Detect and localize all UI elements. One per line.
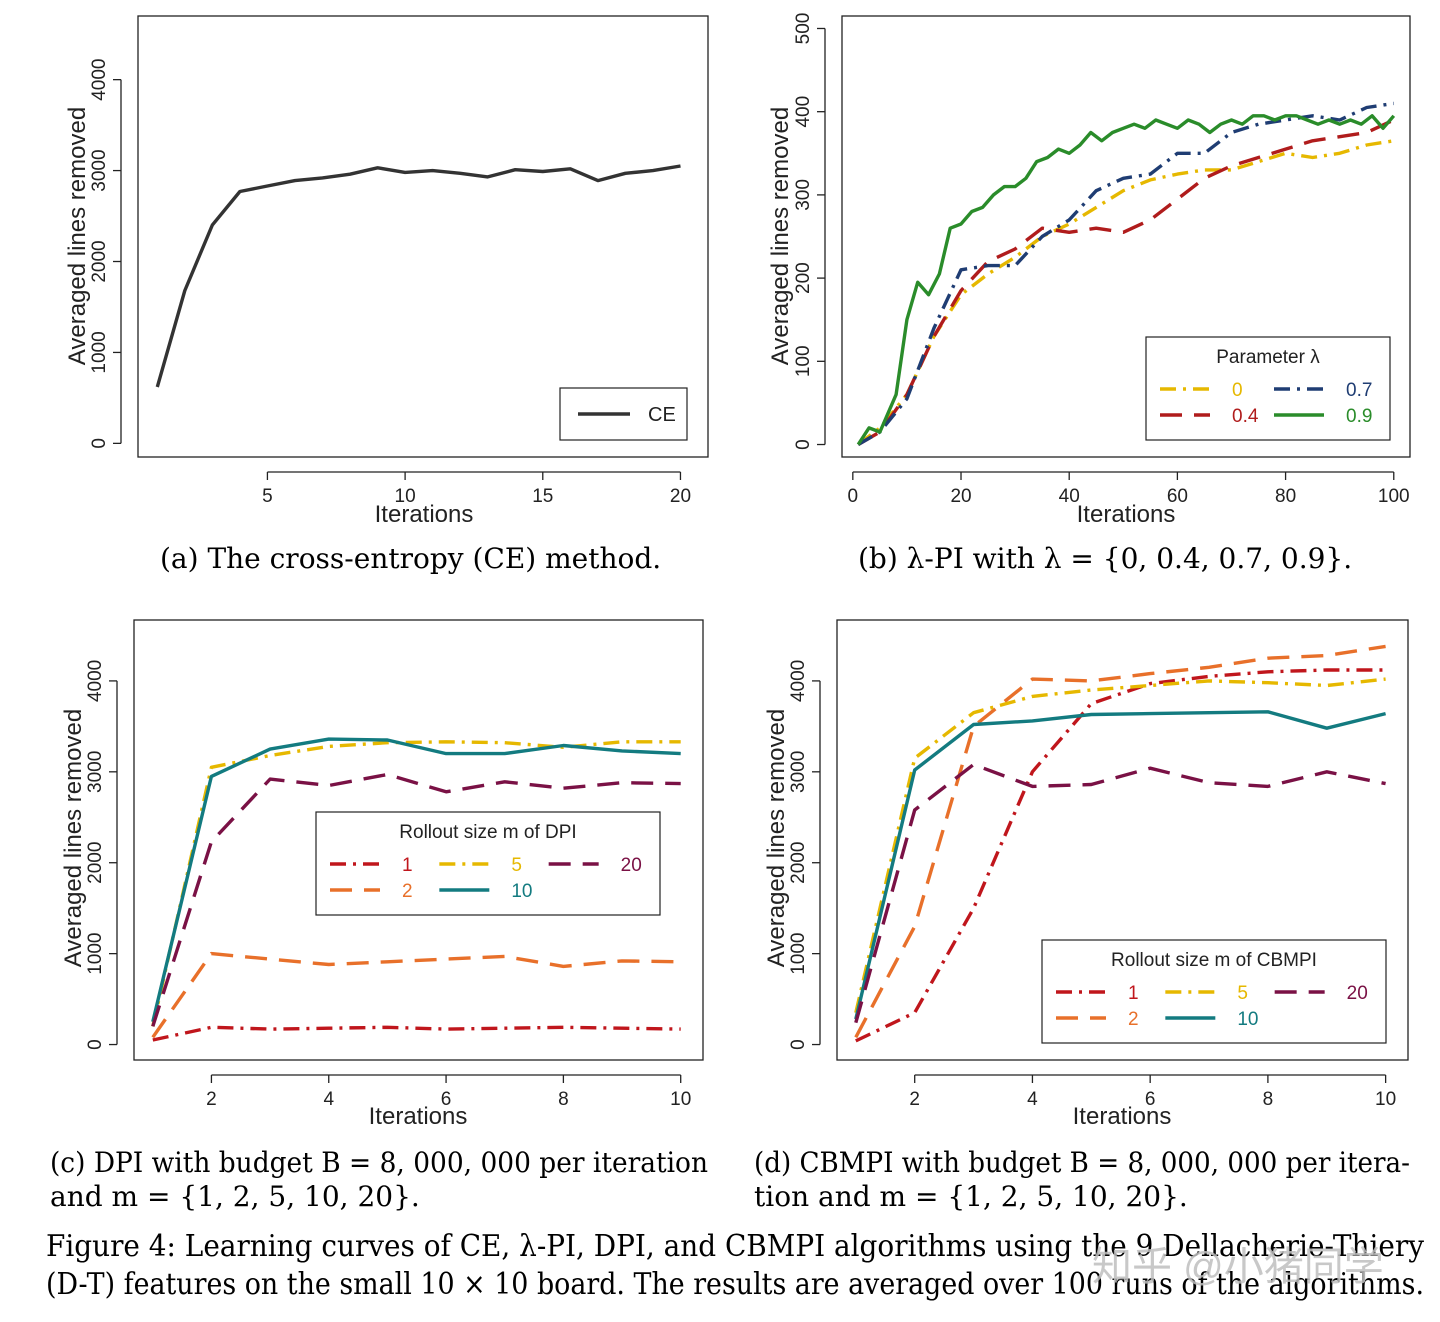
plot-frame xyxy=(137,15,709,458)
y-tick-label: 300 xyxy=(793,179,814,211)
y-tick-label: 4000 xyxy=(85,660,106,702)
x-axis-label: Iterations xyxy=(375,501,474,528)
panel-a-cross-entropy: 5 10 15 20 Iterations 0 1000 2000 3000 4000 Averag… xyxy=(64,15,709,528)
y-tick-label: 1000 xyxy=(85,932,106,974)
legend-label: 5 xyxy=(1237,983,1248,1004)
x-tick-label: 10 xyxy=(395,486,416,507)
x-tick-label: 8 xyxy=(558,1089,569,1110)
x-tick-label: 20 xyxy=(950,486,971,507)
legend-label: 1 xyxy=(1128,983,1139,1004)
x-tick-label: 15 xyxy=(532,486,553,507)
x-tick-label: 80 xyxy=(1275,486,1296,507)
legend-box xyxy=(1145,336,1391,441)
x-tick-label: 8 xyxy=(1263,1089,1274,1110)
series-line-10 xyxy=(151,737,681,1023)
series-line-1 xyxy=(152,1025,681,1042)
panel-b-lambda-pi: 0 20 40 60 80 100 Iterations 0 100 200 300 400 500 Av… xyxy=(767,13,1411,528)
panel-d-cbmpi: 2 4 6 8 10 Iterations 0 1000 2000 3000 4000 Average… xyxy=(763,619,1409,1130)
y-tick-label: 2000 xyxy=(85,842,106,884)
caption-d-line2: tion and m = {1, 2, 5, 10, 20}. xyxy=(754,1180,1188,1213)
y-tick-label: 4000 xyxy=(89,59,110,101)
y-axis-label: Averaged lines removed xyxy=(767,107,794,365)
figure-caption-line1: Figure 4: Learning curves of CE, λ-PI, D… xyxy=(46,1229,1424,1264)
x-axis-label: Iterations xyxy=(369,1103,468,1130)
series-line-CE xyxy=(155,164,681,388)
caption-c-line1: (c) DPI with budget B = 8, 000, 000 per … xyxy=(50,1146,708,1179)
x-tick-label: 10 xyxy=(1375,1089,1396,1110)
x-tick-label: 20 xyxy=(670,486,691,507)
y-tick-label: 0 xyxy=(89,438,110,449)
y-axis-label: Averaged lines removed xyxy=(60,709,87,967)
y-tick-label: 3000 xyxy=(788,751,809,793)
caption-b: (b) λ-PI with λ = {0, 0.4, 0.7, 0.9}. xyxy=(858,542,1352,575)
legend-label: 20 xyxy=(1347,983,1368,1004)
y-axis-label: Averaged lines removed xyxy=(64,107,91,365)
legend-label: 0.4 xyxy=(1232,406,1259,427)
plot-frame xyxy=(133,619,704,1061)
legend-title: Rollout size m of DPI xyxy=(399,822,576,843)
legend-label: 2 xyxy=(402,881,413,902)
legend-label: 0 xyxy=(1232,380,1243,401)
series-line-20 xyxy=(854,762,1386,1024)
caption-d-line1: (d) CBMPI with budget B = 8, 000, 000 pe… xyxy=(754,1146,1410,1179)
y-tick-label: 2000 xyxy=(788,842,809,884)
y-tick-label: 1000 xyxy=(788,932,809,974)
legend-label: CE xyxy=(648,404,676,426)
legend-label: 5 xyxy=(511,855,522,876)
y-tick-label: 500 xyxy=(793,13,814,45)
caption-a: (a) The cross-entropy (CE) method. xyxy=(160,542,661,575)
y-tick-label: 200 xyxy=(793,262,814,294)
y-tick-label: 400 xyxy=(793,96,814,128)
series-line-5 xyxy=(854,677,1386,1014)
y-tick-label: 1000 xyxy=(89,331,110,373)
x-tick-label: 40 xyxy=(1059,486,1080,507)
plot-frame xyxy=(836,619,1409,1061)
caption-c-line2: and m = {1, 2, 5, 10, 20}. xyxy=(50,1180,420,1213)
legend-label: 10 xyxy=(1237,1009,1258,1030)
y-tick-label: 100 xyxy=(793,345,814,377)
x-tick-label: 0 xyxy=(848,486,859,507)
x-tick-label: 6 xyxy=(1145,1089,1156,1110)
legend-label: 20 xyxy=(621,855,642,876)
legend-title: Parameter λ xyxy=(1216,347,1320,368)
y-tick-label: 0 xyxy=(793,439,814,450)
series-line-0-4 xyxy=(857,118,1395,446)
x-tick-label: 4 xyxy=(1027,1089,1038,1110)
series-line-20 xyxy=(151,772,681,1027)
x-tick-label: 5 xyxy=(262,486,273,507)
plot-frame xyxy=(841,15,1411,458)
series-line-0 xyxy=(857,139,1395,446)
series-line-1 xyxy=(855,668,1386,1043)
x-tick-label: 6 xyxy=(441,1089,452,1110)
series-line-0-9 xyxy=(856,114,1396,446)
x-tick-label: 2 xyxy=(206,1089,217,1110)
y-tick-label: 0 xyxy=(788,1039,809,1050)
x-tick-label: 2 xyxy=(909,1089,920,1110)
panel-c-dpi: 2 4 6 8 10 Iterations 0 1000 2000 3000 4000 Average… xyxy=(60,619,704,1130)
x-axis-label: Iterations xyxy=(1077,501,1176,528)
x-axis-label: Iterations xyxy=(1073,1103,1172,1130)
series-line-2 xyxy=(151,951,681,1039)
legend-label: 0.7 xyxy=(1346,380,1372,401)
series-line-5 xyxy=(151,740,681,1027)
x-tick-label: 10 xyxy=(670,1089,691,1110)
series-line-10 xyxy=(854,710,1387,1020)
x-tick-label: 4 xyxy=(323,1089,334,1110)
y-tick-label: 0 xyxy=(85,1039,106,1050)
watermark: 知乎 @小猪同学 xyxy=(1092,1245,1384,1289)
y-tick-label: 4000 xyxy=(788,660,809,702)
x-tick-label: 60 xyxy=(1167,486,1188,507)
x-tick-label: 100 xyxy=(1378,486,1410,507)
figure-caption-line2: (D-T) features on the small 10 × 10 boar… xyxy=(46,1267,1424,1302)
legend-label: 2 xyxy=(1128,1009,1139,1030)
y-tick-label: 3000 xyxy=(85,751,106,793)
y-tick-label: 3000 xyxy=(89,149,110,191)
legend-title: Rollout size m of CBMPI xyxy=(1111,950,1317,971)
y-axis-label: Averaged lines removed xyxy=(763,709,790,967)
y-tick-label: 2000 xyxy=(89,240,110,282)
legend-label: 1 xyxy=(402,855,413,876)
legend-label: 0.9 xyxy=(1346,406,1372,427)
legend-label: 10 xyxy=(511,881,532,902)
